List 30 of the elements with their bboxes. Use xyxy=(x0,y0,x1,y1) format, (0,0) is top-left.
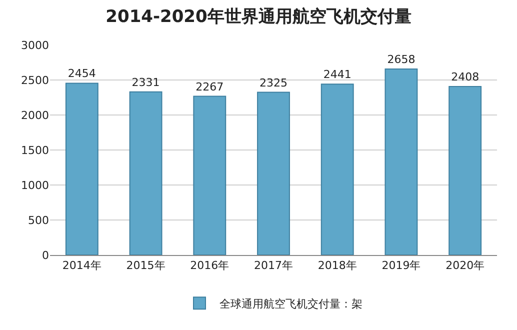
data-label: 2325 xyxy=(260,76,288,90)
bar xyxy=(448,86,482,255)
bar xyxy=(129,91,162,255)
y-tick-label: 2000 xyxy=(21,108,49,122)
x-tick-label: 2014年 xyxy=(62,259,102,272)
y-tick-label: 1000 xyxy=(21,178,49,192)
data-label: 2267 xyxy=(196,80,224,94)
y-tick-label: 500 xyxy=(28,214,49,227)
data-label: 2441 xyxy=(323,68,352,82)
y-tick-label: 0 xyxy=(42,248,49,262)
bar xyxy=(65,82,98,255)
x-tick-label: 2015年 xyxy=(126,259,166,272)
bar xyxy=(384,68,418,255)
bar xyxy=(193,96,226,255)
bar xyxy=(257,92,290,255)
x-tick-label: 2017年 xyxy=(254,259,293,272)
chart-title: 2014-2020年世界通用航空飞机交付量 xyxy=(106,6,412,27)
x-tick-label: 2019年 xyxy=(382,259,421,272)
data-label: 2408 xyxy=(451,70,480,84)
data-label: 2454 xyxy=(68,67,96,80)
data-label: 2331 xyxy=(132,76,160,89)
x-tick-label: 2018年 xyxy=(318,259,357,272)
x-tick-label: 2020年 xyxy=(446,259,485,272)
x-tick-label: 2016年 xyxy=(190,259,230,272)
bar xyxy=(320,84,354,255)
y-tick-label: 1500 xyxy=(21,144,49,157)
data-label: 2658 xyxy=(387,52,416,66)
y-tick-label: 2500 xyxy=(21,74,49,87)
y-tick-label: 3000 xyxy=(21,38,49,52)
legend-label: 全球通用航空飞机交付量：架 xyxy=(220,297,362,310)
